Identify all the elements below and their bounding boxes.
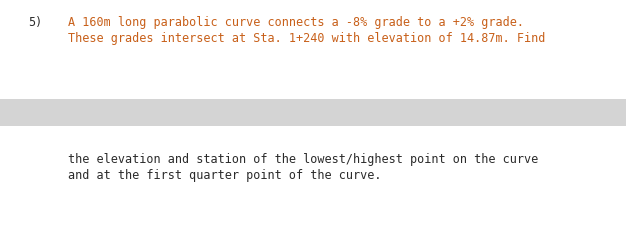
Text: 5): 5)	[28, 16, 42, 29]
Text: A 160m long parabolic curve connects a -8% grade to a +2% grade.: A 160m long parabolic curve connects a -…	[68, 16, 524, 29]
Text: the elevation and station of the lowest/highest point on the curve: the elevation and station of the lowest/…	[68, 153, 538, 166]
Text: and at the first quarter point of the curve.: and at the first quarter point of the cu…	[68, 169, 381, 182]
Bar	[0, 99, 626, 126]
Text: These grades intersect at Sta. 1+240 with elevation of 14.87m. Find: These grades intersect at Sta. 1+240 wit…	[68, 32, 545, 45]
